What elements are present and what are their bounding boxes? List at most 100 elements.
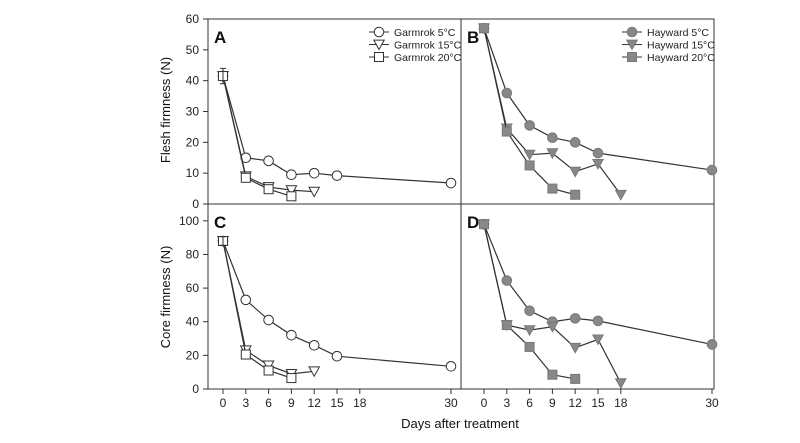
- series-line: [222, 75, 292, 197]
- series-garmrok-15-c: [216, 71, 321, 198]
- panel-letter: C: [214, 213, 226, 232]
- x-tick-label: 15: [330, 396, 344, 410]
- data-point: [523, 149, 536, 161]
- legend-label: Hayward 5°C: [647, 27, 709, 39]
- error-bar: [220, 236, 226, 246]
- legend-label: Garmrok 5°C: [394, 27, 456, 39]
- series-line: [222, 240, 452, 367]
- data-point: [286, 169, 297, 181]
- data-point: [501, 320, 512, 331]
- panel-letter: B: [467, 28, 479, 47]
- y-tick-label: 60: [186, 12, 200, 26]
- series-line: [222, 240, 292, 379]
- data-point: [547, 183, 558, 194]
- x-tick-label: 9: [549, 396, 556, 410]
- data-point: [570, 373, 581, 384]
- data-point: [286, 329, 297, 341]
- y-tick-label: 0: [192, 197, 199, 211]
- x-tick-label: 0: [481, 396, 488, 410]
- series-hayward-20-c: [479, 23, 581, 200]
- y-tick-label: 30: [186, 105, 200, 119]
- legend-label: Garmrok 20°C: [394, 52, 462, 64]
- legend-marker: [625, 39, 639, 51]
- data-point: [285, 185, 298, 197]
- data-point: [501, 126, 512, 137]
- data-point: [308, 186, 321, 198]
- x-tick-label: 0: [220, 396, 227, 410]
- legend-marker: [373, 26, 385, 38]
- y-tick-label: 80: [186, 247, 200, 261]
- y-tick-label: 20: [186, 348, 200, 362]
- x-tick-label: 30: [705, 396, 719, 410]
- x-tick-label: 3: [242, 396, 249, 410]
- x-tick-label: 18: [353, 396, 367, 410]
- data-point: [591, 334, 605, 346]
- data-point: [286, 373, 297, 384]
- panel-letter: D: [467, 213, 479, 232]
- series-hayward-15-c: [477, 23, 627, 201]
- series-line: [483, 224, 622, 384]
- series-hayward-15-c: [477, 219, 627, 390]
- x-axis-title: Days after treatment: [401, 416, 519, 431]
- data-point: [331, 350, 343, 362]
- series-line: [483, 28, 622, 196]
- series-garmrok-5-c: [217, 235, 457, 372]
- data-point: [240, 172, 251, 183]
- data-point: [547, 132, 558, 144]
- data-point: [331, 170, 343, 181]
- data-point: [445, 177, 457, 189]
- series-hayward-5-c: [478, 218, 718, 350]
- x-tick-label: 30: [444, 396, 458, 410]
- data-point: [523, 325, 536, 337]
- panel-c: C 0 3 6 9 12 15 18 30 0 20 40 60 80 100: [179, 203, 462, 410]
- y-tick-label: 40: [186, 74, 200, 88]
- x-tick-label: 12: [308, 396, 322, 410]
- data-point: [614, 378, 627, 390]
- legend-marker: [627, 52, 637, 62]
- panel-d: D 0 3 6 9 12 15 18 30: [460, 203, 719, 410]
- series-line: [483, 223, 713, 346]
- data-point: [286, 191, 297, 202]
- data-point: [524, 160, 535, 171]
- data-point: [569, 137, 581, 148]
- data-point: [524, 341, 535, 352]
- legend-marker: [372, 39, 386, 51]
- data-point: [263, 365, 274, 376]
- series-line: [483, 224, 576, 380]
- data-point: [524, 120, 535, 131]
- data-point: [706, 339, 718, 350]
- data-point: [501, 275, 513, 286]
- y-tick-label: 20: [186, 135, 200, 149]
- data-point: [501, 87, 513, 99]
- y-tick-label: 10: [186, 166, 200, 180]
- series-garmrok-5-c: [217, 70, 457, 189]
- data-point: [569, 342, 582, 354]
- data-point: [263, 184, 274, 195]
- data-point: [547, 369, 558, 380]
- error-bar: [220, 67, 226, 85]
- data-point: [263, 155, 274, 167]
- x-tick-label: 6: [265, 396, 272, 410]
- data-point: [445, 360, 457, 372]
- x-tick-label: 18: [614, 396, 628, 410]
- data-point: [569, 166, 582, 178]
- data-point: [546, 321, 559, 333]
- legend-marker: [374, 52, 384, 62]
- panel-letter: A: [214, 28, 226, 47]
- legend-marker: [626, 26, 638, 38]
- legend-label: Hayward 20°C: [647, 52, 715, 64]
- data-point: [614, 189, 627, 201]
- data-point: [706, 164, 718, 176]
- data-point: [308, 167, 320, 179]
- data-point: [591, 158, 605, 170]
- data-point: [592, 315, 604, 327]
- series-garmrok-15-c: [216, 236, 321, 380]
- y-axis-title-core: Core firmness (N): [158, 246, 173, 349]
- data-point: [570, 189, 581, 200]
- legend-label: Hayward 15°C: [647, 39, 715, 51]
